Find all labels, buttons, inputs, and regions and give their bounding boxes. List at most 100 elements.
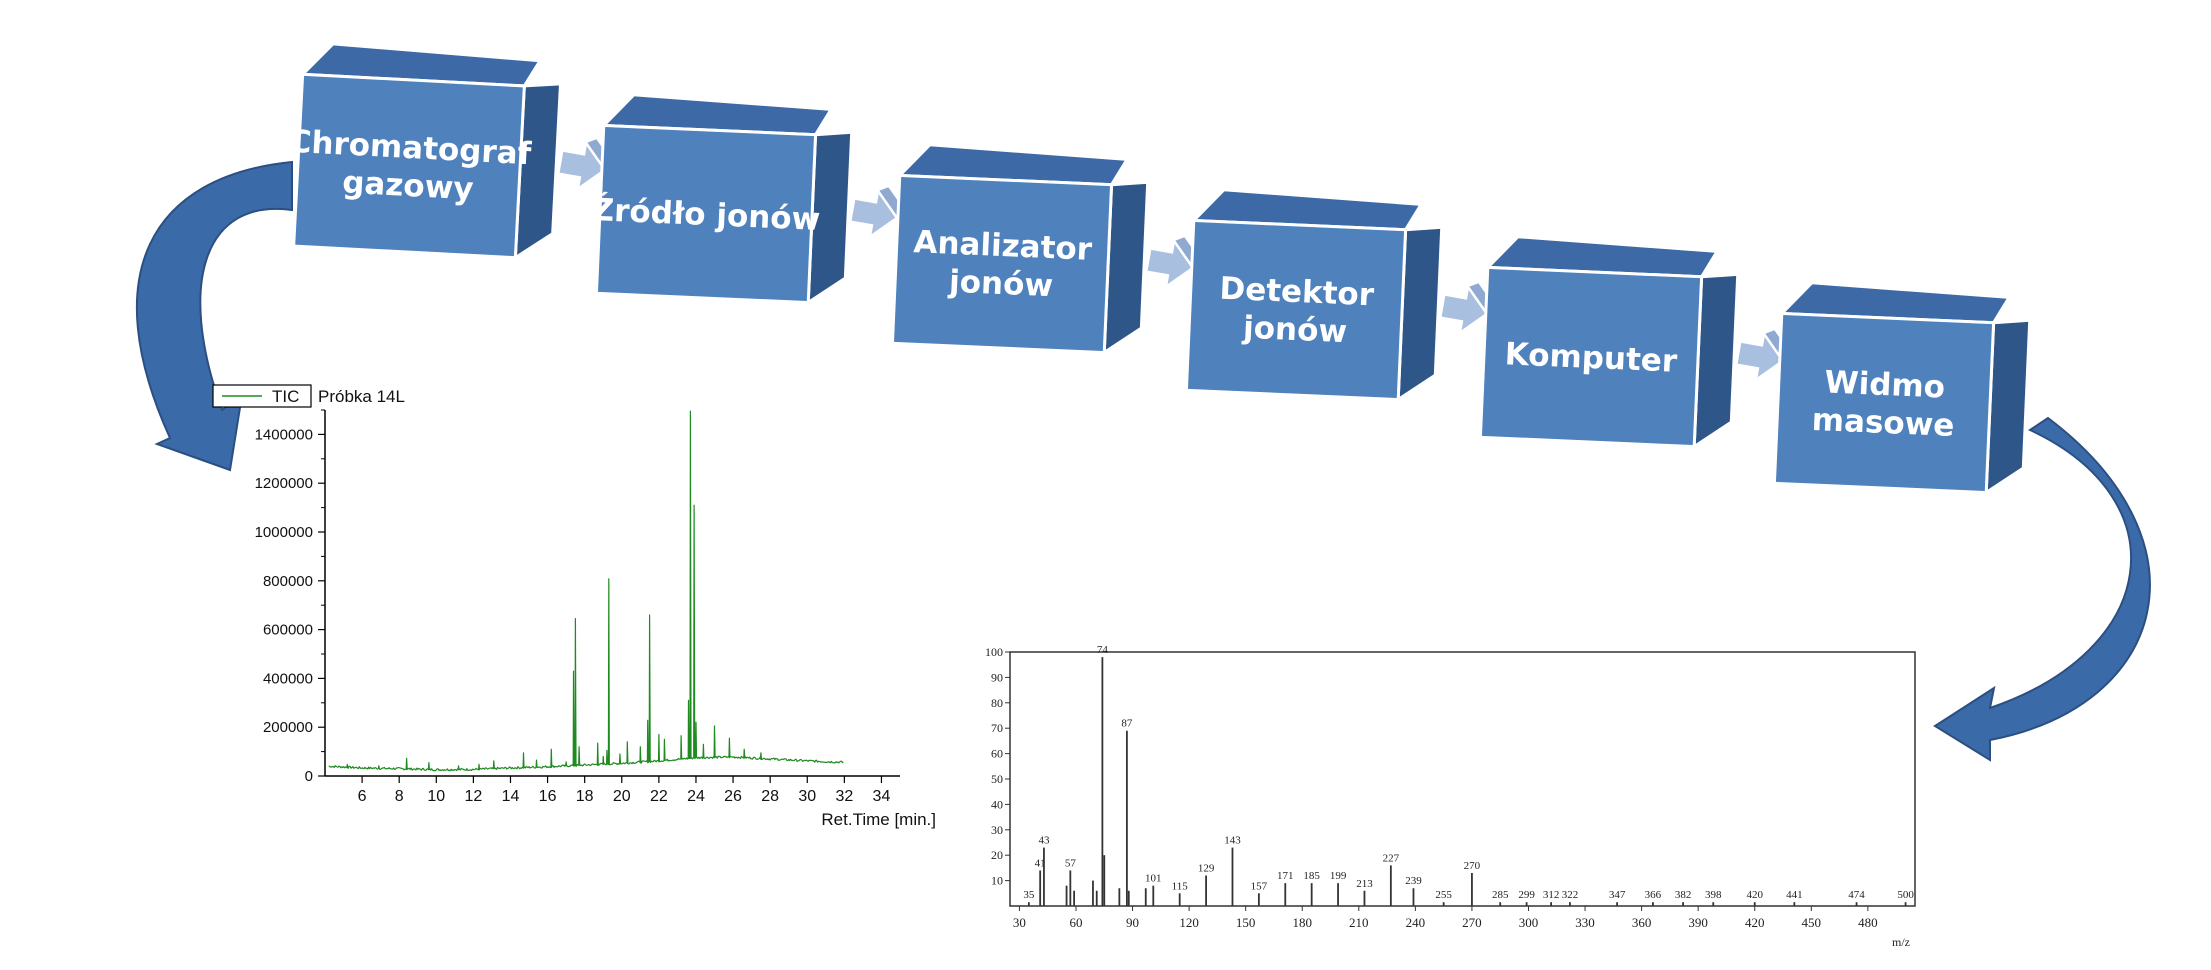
ms-peak-label: 420 [1746,889,1763,901]
ms-frame [1009,651,1916,907]
ms-peak-label: 74 [1097,644,1109,656]
ms-peak-label: 312 [1543,889,1560,901]
ms-peak-label: 474 [1848,889,1865,901]
ms-x-tick-label: 270 [1462,915,1482,930]
block-label: Detektor [1219,271,1376,314]
tic-y-tick-label: 0 [305,768,313,785]
ms-peak-label: 398 [1705,889,1722,901]
ms-peak-label: 115 [1172,880,1189,892]
ms-peak-label: 255 [1435,889,1452,901]
tic-x-tick-label: 6 [358,788,367,805]
ms-x-tick-label: 90 [1126,915,1139,930]
tic-x-tick-label: 28 [761,788,779,805]
ms-x-tick-label: 30 [1013,915,1026,930]
ms-peak-label: 500 [1897,889,1914,901]
ms-peak-label: 270 [1464,860,1481,872]
block-label: Widmo [1824,364,1946,405]
flow-block-source: Źródło jonów [591,93,854,306]
curved-arrow-icon [1933,416,2151,762]
ms-peak-label: 101 [1145,873,1162,885]
tic-x-tick-label: 16 [539,788,557,805]
ms-peak-label: 129 [1198,863,1215,875]
tic-x-tick-label: 18 [576,788,594,805]
ms-y-tick-label: 30 [991,823,1003,837]
ms-peak-label: 227 [1383,852,1400,864]
block-label: Analizator [913,224,1094,268]
ms-y-tick-label: 10 [991,874,1003,888]
ms-peak-label: 199 [1330,870,1347,882]
block-front-face [1184,218,1408,402]
tic-legend-series: TIC [272,387,299,406]
tic-x-tick-label: 34 [873,788,891,805]
ms-x-tick-label: 150 [1236,915,1256,930]
tic-y-tick-label: 600000 [263,622,313,639]
ms-peak-label: 239 [1405,875,1422,887]
flow-block-computer: Komputer [1478,235,1740,450]
ms-peak-label: 299 [1518,889,1535,901]
ms-peak-label: 185 [1303,870,1320,882]
tic-x-tick-label: 20 [613,788,631,805]
ms-x-tick-label: 120 [1179,915,1199,930]
ms-peak-label: 366 [1645,889,1662,901]
ms-peak-label: 322 [1562,889,1579,901]
block-label: jonów [1240,310,1347,351]
ms-peak-label: 171 [1277,870,1294,882]
block-label: jonów [946,264,1053,305]
ms-y-tick-label: 70 [991,721,1003,735]
ms-peak-label: 57 [1065,857,1077,869]
tic-x-tick-label: 10 [427,788,445,805]
tic-x-tick-label: 26 [724,788,742,805]
ms-x-tick-label: 180 [1292,915,1312,930]
ms-y-tick-label: 60 [991,747,1003,761]
tic-x-tick-label: 24 [687,788,705,805]
ms-y-tick-label: 50 [991,772,1003,786]
block-front-face [292,72,526,260]
tic-y-tick-label: 400000 [263,670,313,687]
ms-y-tick-label: 40 [991,797,1003,811]
ms-y-tick-label: 90 [991,670,1003,684]
tic-y-tick-label: 1200000 [255,475,313,492]
tic-x-tick-label: 30 [798,788,816,805]
block-front-face [1772,311,1996,495]
ms-y-tick-label: 20 [991,848,1003,862]
ms-peak-label: 157 [1251,880,1268,892]
tic-x-tick-label: 12 [464,788,482,805]
ms-x-tick-label: 60 [1069,915,1082,930]
block-label: masowe [1811,402,1955,444]
block-front-face [890,173,1114,355]
ms-peak-label: 41 [1035,857,1046,869]
tic-x-tick-label: 14 [502,788,520,805]
mass-spectrum: 10 20 30 40 50 60 70 80 90 100 30 60 90 120 150 180 210 2… [985,644,1916,949]
ms-x-tick-label: 390 [1688,915,1708,930]
curved-arrows [135,160,2151,762]
curved-arrow-icon [135,160,293,472]
ms-peak-label: 35 [1023,889,1035,901]
ms-peak-label: 347 [1609,889,1626,901]
block-label: Komputer [1504,336,1679,380]
tic-y-tick-label: 1000000 [255,524,313,541]
ms-x-tick-label: 450 [1802,915,1822,930]
ms-peak-label: 285 [1492,889,1509,901]
ms-x-tick-label: 300 [1519,915,1539,930]
ms-peak-label: 143 [1224,835,1241,847]
ms-peak-label: 43 [1038,835,1050,847]
ms-x-tick-label: 210 [1349,915,1369,930]
tic-x-axis-label: Ret.Time [min.] [821,810,936,829]
ms-peak-label: 87 [1121,718,1133,730]
ms-x-axis-label: m/z [1892,935,1910,949]
tic-y-tick-label: 200000 [263,719,313,736]
ms-peak-label: 213 [1356,878,1373,890]
tic-x-tick-label: 8 [395,788,404,805]
block-front-face [1478,265,1704,449]
block-front-face [594,123,818,305]
tic-y-tick-label: 1400000 [255,426,313,443]
tic-chromatogram: 0 200000 400000 600000 800000 1000000 1200000 1… [212,384,936,829]
ms-peak-label: 441 [1786,889,1803,901]
ms-x-tick-label: 480 [1858,915,1878,930]
